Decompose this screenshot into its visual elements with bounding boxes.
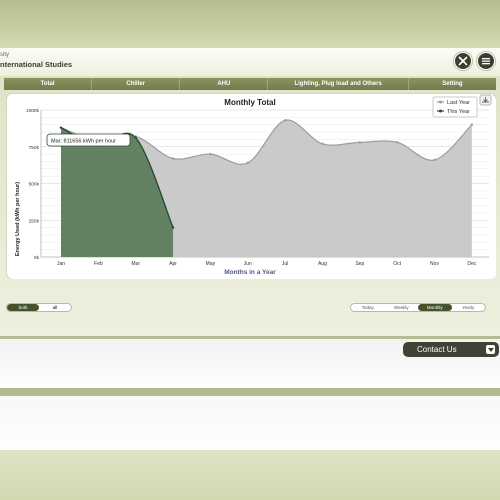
bottom-band xyxy=(0,450,500,500)
contact-us-label: Contact Us xyxy=(417,345,457,354)
x-tick-label: Jul xyxy=(282,261,288,267)
export-button[interactable] xyxy=(479,94,492,106)
chart-card: 0k 250k 500k 750k 1000k Jan Feb Mar Apr May Jun Ju… xyxy=(6,93,496,279)
legend-last-year[interactable]: Last Year xyxy=(447,100,470,106)
x-tick-label: Jan xyxy=(57,261,65,267)
x-tick-label: Oct xyxy=(393,261,401,267)
chart-tooltip: Mar: 811656 kWh per hour xyxy=(46,133,131,147)
series-toggle: both all xyxy=(6,303,72,312)
legend-marker-this-year xyxy=(439,109,442,113)
data-point-last-year-jul[interactable] xyxy=(283,119,287,122)
nav-item-setting[interactable]: Setting xyxy=(442,81,463,87)
x-tick-label: Mar xyxy=(131,261,140,267)
nav-item-chiller[interactable]: Chiller xyxy=(92,78,181,90)
period-monthly[interactable]: Monthly xyxy=(418,304,452,311)
menu-icon xyxy=(478,53,494,69)
data-point-last-year-dec[interactable] xyxy=(470,123,474,126)
footer-section xyxy=(0,396,500,450)
chart-title: Monthly Total xyxy=(224,98,275,107)
y-tick-label: 500k xyxy=(29,182,40,188)
x-tick-label: May xyxy=(206,261,216,267)
x-tick-label: Aug xyxy=(318,261,327,267)
data-point-last-year-sep[interactable] xyxy=(358,141,361,144)
main-nav: Total Chiller AHU Lighting, Plug load an… xyxy=(4,78,496,90)
contact-us-button[interactable]: Contact Us xyxy=(403,342,499,357)
data-point-this-year-jan[interactable] xyxy=(59,126,63,129)
tools-button[interactable] xyxy=(453,51,473,71)
x-tick-label: Jun xyxy=(244,261,252,267)
data-point-last-year-nov[interactable] xyxy=(433,158,436,162)
period-yearly[interactable]: Yearly xyxy=(462,305,475,310)
y-tick-label: 0k xyxy=(34,255,40,261)
data-point-last-year-oct[interactable] xyxy=(395,141,399,144)
nav-item-total[interactable]: Total xyxy=(4,78,93,90)
data-point-last-year-apr[interactable] xyxy=(171,157,175,160)
x-tick-label: Feb xyxy=(94,261,103,267)
y-tick-label: 1000k xyxy=(26,108,40,114)
nav-item-ahu[interactable]: AHU xyxy=(180,78,269,90)
series-area-this-year xyxy=(61,127,174,257)
divider xyxy=(0,336,500,339)
chevron-down-icon xyxy=(486,345,495,354)
legend-this-year[interactable]: This Year xyxy=(447,109,470,115)
menu-button[interactable] xyxy=(476,51,496,71)
x-tick-label: Dec xyxy=(467,261,476,267)
toggle-all[interactable]: all xyxy=(52,305,58,310)
data-point-last-year-may[interactable] xyxy=(209,152,212,156)
nav-item-lighting[interactable]: Lighting, Plug load and Others xyxy=(268,78,409,90)
y-axis-label: Energy Used (kWh per hour) xyxy=(15,182,21,256)
toggle-both[interactable]: both xyxy=(7,304,39,311)
brand-line1: sity xyxy=(0,52,9,58)
energy-chart: 0k 250k 500k 750k 1000k Jan Feb Mar Apr May Jun Ju… xyxy=(8,94,496,279)
data-point-this-year-mar[interactable] xyxy=(134,136,137,139)
x-tick-label: Sep xyxy=(355,261,364,267)
data-point-last-year-jun[interactable] xyxy=(246,161,249,165)
period-today[interactable]: Today xyxy=(361,305,374,310)
x-tick-label: Apr xyxy=(169,261,177,267)
x-axis-label: Months in a Year xyxy=(224,269,276,276)
period-toggle: Today Weekly Monthly Yearly xyxy=(350,303,486,312)
chart-legend: Last Year This Year xyxy=(432,96,478,118)
x-tick-label: Nov xyxy=(430,261,439,267)
header: sity nternational Studies xyxy=(0,48,500,76)
data-point-last-year-aug[interactable] xyxy=(321,142,324,146)
footer-band xyxy=(0,388,500,396)
tooltip-text: Mar: 811656 kWh per hour xyxy=(51,139,116,145)
y-tick-label: 250k xyxy=(29,218,40,224)
brand-name: nternational Studies xyxy=(0,60,73,69)
y-tick-label: 750k xyxy=(29,145,40,151)
top-band xyxy=(0,0,500,48)
period-weekly[interactable]: Weekly xyxy=(393,305,409,310)
tools-icon xyxy=(455,53,471,69)
data-point-this-year-apr[interactable] xyxy=(171,226,175,229)
download-icon xyxy=(482,97,489,103)
legend-marker-last-year xyxy=(439,100,442,104)
